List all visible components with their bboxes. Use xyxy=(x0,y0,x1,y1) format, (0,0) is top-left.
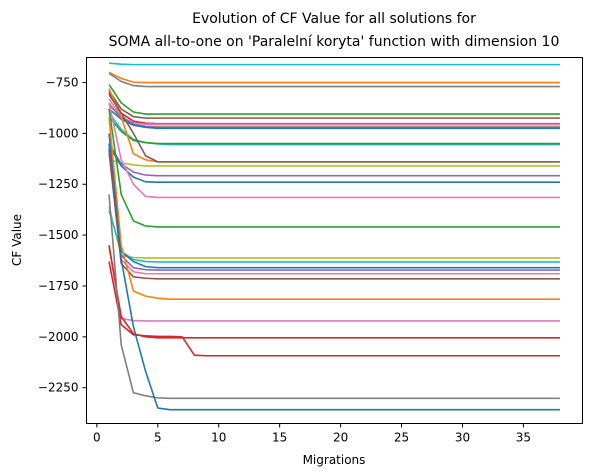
x-tick-label: 35 xyxy=(516,431,531,445)
x-tick-label: 30 xyxy=(455,431,470,445)
series-line-3 xyxy=(108,72,560,88)
series-line-14 xyxy=(108,94,560,163)
series-line-12 xyxy=(108,116,560,145)
series-line-15 xyxy=(108,159,560,167)
y-tick-label: −2000 xyxy=(38,330,79,344)
chart-title-line-1: Evolution of CF Value for all solutions … xyxy=(192,11,476,27)
y-axis-label: CF Value xyxy=(10,214,24,266)
chart-title: Evolution of CF Value for all solutions … xyxy=(109,11,560,50)
series-line-29 xyxy=(108,261,560,357)
x-tick-label: 0 xyxy=(93,431,101,445)
series-line-4 xyxy=(108,84,560,115)
chart-title-line-2: SOMA all-to-one on 'Paralelní koryta' fu… xyxy=(109,34,560,50)
x-axis: 0 5 10 15 20 25 30 35 xyxy=(93,423,531,445)
series-line-25 xyxy=(108,149,560,280)
series-line-21 xyxy=(108,210,560,263)
series-line-1 xyxy=(108,62,560,66)
y-tick-label: −1250 xyxy=(38,177,79,191)
y-axis: −750 −1000 −1250 −1500 −1750 −2000 −2250 xyxy=(38,76,87,395)
y-tick-label: −2250 xyxy=(38,381,79,395)
series-line-2 xyxy=(108,71,560,84)
series-layer xyxy=(108,62,560,411)
y-tick-label: −1500 xyxy=(38,228,79,242)
x-tick-label: 15 xyxy=(272,431,287,445)
y-tick-label: −750 xyxy=(46,76,79,90)
series-line-18 xyxy=(108,102,560,199)
series-line-31 xyxy=(108,133,560,411)
x-tick-label: 5 xyxy=(154,431,162,445)
y-tick-label: −1750 xyxy=(38,279,79,293)
series-line-28 xyxy=(108,245,560,339)
series-line-26 xyxy=(108,117,560,300)
plot-frame xyxy=(86,57,583,424)
x-tick-label: 20 xyxy=(333,431,348,445)
series-line-24 xyxy=(108,153,560,275)
series-line-13 xyxy=(108,88,560,163)
series-line-7 xyxy=(108,98,560,126)
x-axis-label: Migrations xyxy=(303,453,366,467)
x-tick-label: 10 xyxy=(211,431,226,445)
series-line-5 xyxy=(108,90,560,119)
series-line-16 xyxy=(108,143,560,177)
y-tick-label: −1000 xyxy=(38,126,79,140)
series-line-6 xyxy=(108,92,560,125)
series-line-19 xyxy=(108,108,560,228)
series-line-17 xyxy=(108,145,560,184)
series-line-30 xyxy=(108,194,560,400)
series-line-20 xyxy=(108,206,560,259)
x-tick-label: 25 xyxy=(394,431,409,445)
